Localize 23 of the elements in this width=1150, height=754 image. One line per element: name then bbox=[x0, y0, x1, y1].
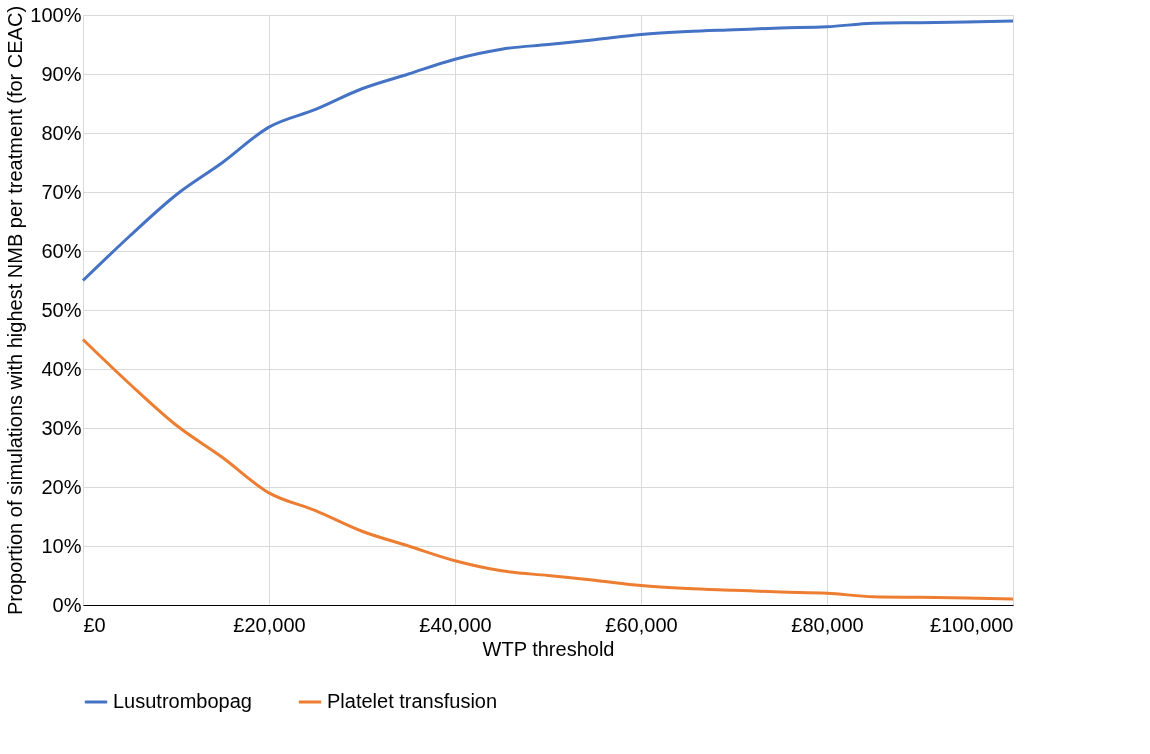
y-tick-label: 20% bbox=[41, 475, 82, 498]
y-tick-label: 90% bbox=[41, 62, 82, 85]
x-tick-label: £20,000 bbox=[233, 613, 306, 636]
line-series bbox=[81, 338, 1015, 601]
y-tick-label: 60% bbox=[41, 239, 82, 262]
x-tick-label: £0 bbox=[83, 613, 106, 636]
x-tick-label: £60,000 bbox=[605, 613, 678, 636]
x-axis-title: WTP threshold bbox=[482, 637, 615, 660]
line-series bbox=[81, 19, 1015, 282]
y-tick-label: 80% bbox=[41, 121, 82, 144]
legend-label: Platelet transfusion bbox=[327, 690, 498, 712]
y-tick-label: 10% bbox=[41, 534, 82, 557]
y-tick-label: 100% bbox=[30, 3, 82, 26]
y-tick-label: 70% bbox=[41, 180, 82, 203]
y-tick-label: 30% bbox=[41, 416, 82, 439]
legend-label: Lusutrombopag bbox=[113, 690, 252, 712]
y-tick-label: 50% bbox=[41, 298, 82, 321]
y-tick-label: 0% bbox=[52, 593, 82, 616]
x-tick-label: £40,000 bbox=[419, 613, 492, 636]
x-tick-label: £80,000 bbox=[791, 613, 864, 636]
y-axis-title: Proportion of simulations with highest NMB per treatment (for CEAC) bbox=[4, 5, 27, 616]
y-tick-label: 40% bbox=[41, 357, 82, 380]
x-tick-label: £100,000 bbox=[930, 613, 1014, 636]
